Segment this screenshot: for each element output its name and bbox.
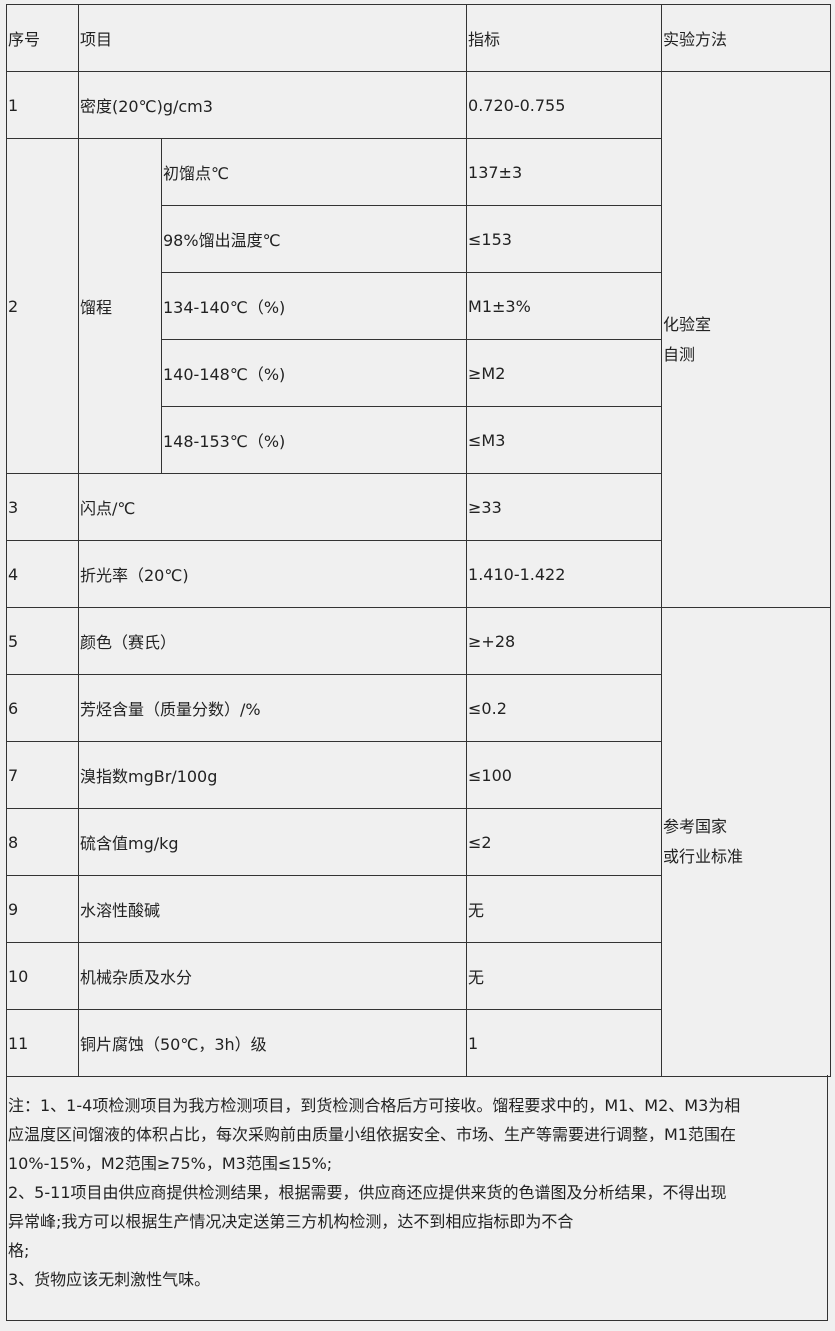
row-spec: 0.720-0.755: [466, 71, 663, 139]
table-row: 11 铜片腐蚀（50℃，3h）级 1: [6, 1009, 831, 1077]
sub-item: 初馏点℃: [160, 138, 468, 206]
note-line: 10%-15%，M2范围≥75%，M3范围≤15%;: [8, 1154, 333, 1173]
row-no: 10: [6, 942, 79, 1010]
header-no: 序号: [6, 4, 79, 72]
table-row: 7 溴指数mgBr/100g ≤100: [6, 741, 831, 809]
table-row: 140-148℃（%) ≥M2: [7, 339, 831, 407]
method-line: 或行业标准: [663, 847, 744, 866]
header-item: 项目: [77, 4, 468, 72]
note-line: 异常峰;我方可以根据生产情况决定送第三方机构检测，达不到相应指标即为不合: [8, 1212, 574, 1231]
header-method: 实验方法: [661, 4, 832, 72]
row-spec: ≤0.2: [466, 674, 663, 742]
method-line: 化验室: [663, 314, 712, 334]
note-line: 应温度区间馏液的体积占比，每次采购前由质量小组依据安全、市场、生产等需要进行调整…: [8, 1125, 736, 1144]
row-spec: ≤2: [466, 808, 663, 876]
table-row: 134-140℃（%) M1±3%: [7, 272, 831, 340]
table-row: 98%馏出温度℃ ≤153: [7, 205, 831, 273]
row-no: 2: [6, 138, 79, 474]
sub-item: 140-148℃（%): [160, 339, 468, 407]
sub-spec: ≥M2: [466, 339, 663, 407]
notes-box: 注：1、1-4项检测项目为我方检测项目，到货检测合格后方可接收。馏程要求中的，M…: [6, 1075, 828, 1321]
row-item: 密度(20℃)g/cm3: [77, 71, 468, 139]
method-line: 参考国家: [663, 817, 728, 836]
row-no: 3: [6, 473, 79, 541]
row-item: 机械杂质及水分: [77, 942, 468, 1010]
method-lab: 化验室 自测: [661, 71, 832, 608]
row-no: 5: [6, 607, 79, 675]
table-row: 1 密度(20℃)g/cm3 0.720-0.755 化验室 自测: [6, 71, 832, 608]
row-item: 铜片腐蚀（50℃，3h）级: [77, 1009, 468, 1077]
row-spec: ≥+28: [466, 607, 663, 675]
row-spec: 1.410-1.422: [466, 540, 663, 608]
table-row: 6 芳烃含量（质量分数）/% ≤0.2: [6, 674, 831, 742]
row-no: 6: [6, 674, 79, 742]
row-no: 8: [6, 808, 79, 876]
row-item: 馏程: [78, 138, 162, 474]
table-header-row: 序号 项目 指标 实验方法: [6, 4, 832, 72]
sub-item: 98%馏出温度℃: [160, 205, 468, 273]
sub-item: 148-153℃（%): [160, 406, 468, 474]
row-no: 9: [6, 875, 79, 943]
row-item: 闪点/℃: [77, 473, 468, 541]
note-line: 格;: [8, 1241, 30, 1260]
method-line: 自测: [663, 344, 696, 364]
row-item: 折光率（20℃): [77, 540, 468, 608]
note-line: 注：1、1-4项检测项目为我方检测项目，到货检测合格后方可接收。馏程要求中的，M…: [8, 1096, 741, 1115]
row-no: 11: [6, 1009, 79, 1077]
quality-spec-table: 序号 项目 指标 实验方法 1 密度(20℃)g/cm3 0.720-0.755…: [6, 4, 832, 1077]
row-spec: 1: [466, 1009, 663, 1077]
row-spec: 无: [466, 875, 663, 943]
row-no: 4: [6, 540, 79, 608]
table-row: 5 颜色（赛氏） ≥+28 参考国家 或行业标准: [6, 607, 832, 1077]
table-row: 148-153℃（%) ≤M3: [7, 406, 831, 474]
row-no: 1: [6, 71, 79, 139]
row-item: 颜色（赛氏）: [77, 607, 468, 675]
row-no: 7: [6, 741, 79, 809]
row-spec: ≥33: [466, 473, 663, 541]
table-row: 4 折光率（20℃) 1.410-1.422: [6, 540, 831, 608]
sub-spec: ≤M3: [466, 406, 663, 474]
header-spec: 指标: [466, 4, 663, 72]
note-line: 3、货物应该无刺激性气味。: [8, 1270, 211, 1289]
row-item: 硫含值mg/kg: [77, 808, 468, 876]
row-item: 水溶性酸碱: [77, 875, 468, 943]
table-row: 3 闪点/℃ ≥33: [6, 473, 831, 541]
table-row: 9 水溶性酸碱 无: [6, 875, 831, 943]
row-spec: 无: [466, 942, 663, 1010]
row-item: 溴指数mgBr/100g: [77, 741, 468, 809]
row-item: 芳烃含量（质量分数）/%: [77, 674, 468, 742]
row-spec: ≤100: [466, 741, 663, 809]
note-line: 2、5-11项目由供应商提供检测结果，根据需要，供应商还应提供来货的色谱图及分析…: [8, 1183, 727, 1202]
sub-spec: 137±3: [466, 138, 663, 206]
table-row: 8 硫含值mg/kg ≤2: [6, 808, 831, 876]
method-standard: 参考国家 或行业标准: [661, 607, 832, 1077]
sub-spec: M1±3%: [466, 272, 663, 340]
sub-item: 134-140℃（%): [160, 272, 468, 340]
sub-spec: ≤153: [466, 205, 663, 273]
